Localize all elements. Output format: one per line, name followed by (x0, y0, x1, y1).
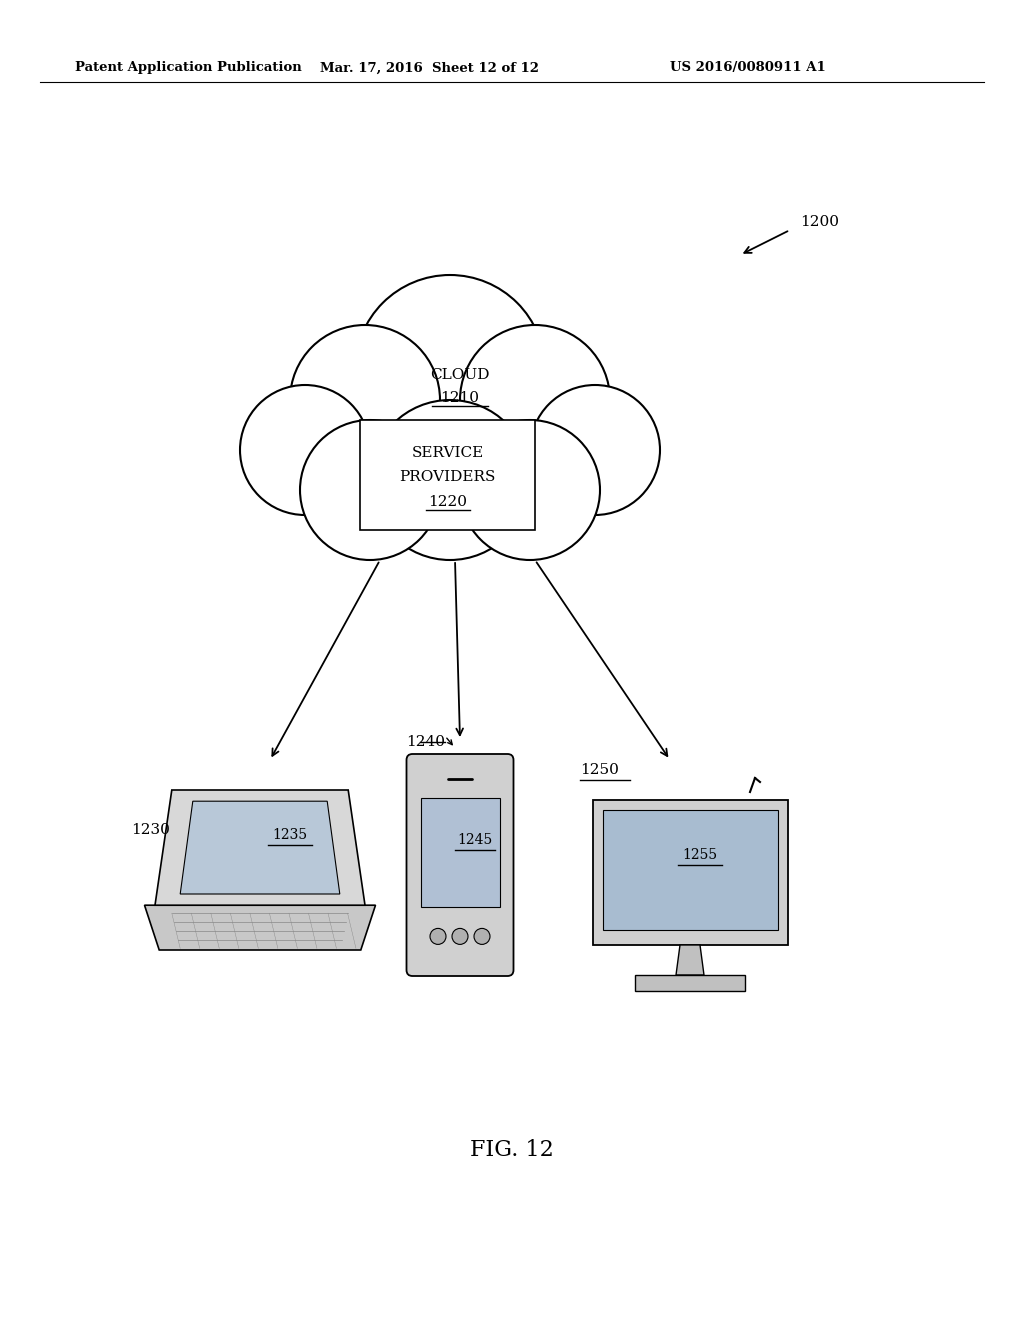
Circle shape (240, 385, 370, 515)
Text: 1200: 1200 (800, 215, 839, 228)
Text: 1220: 1220 (428, 495, 467, 510)
Polygon shape (180, 801, 340, 894)
Polygon shape (144, 906, 376, 950)
Bar (360, 420, 535, 531)
Bar (421, 797, 500, 907)
Circle shape (460, 325, 610, 475)
Text: 1250: 1250 (580, 763, 618, 777)
Text: FIG. 12: FIG. 12 (470, 1139, 554, 1162)
Circle shape (460, 420, 600, 560)
Text: 1235: 1235 (272, 828, 307, 842)
Circle shape (530, 385, 660, 515)
Circle shape (290, 325, 440, 475)
FancyBboxPatch shape (407, 754, 513, 975)
Circle shape (452, 928, 468, 944)
Circle shape (430, 928, 446, 944)
Polygon shape (676, 945, 705, 975)
Text: 1245: 1245 (458, 833, 493, 847)
Circle shape (474, 928, 490, 944)
Text: US 2016/0080911 A1: US 2016/0080911 A1 (670, 62, 825, 74)
Text: 1255: 1255 (682, 847, 718, 862)
Text: Mar. 17, 2016  Sheet 12 of 12: Mar. 17, 2016 Sheet 12 of 12 (321, 62, 540, 74)
Circle shape (355, 275, 545, 465)
Bar (593, 800, 787, 945)
Text: Patent Application Publication: Patent Application Publication (75, 62, 302, 74)
Bar (602, 810, 777, 931)
Circle shape (370, 400, 530, 560)
Text: 1240: 1240 (406, 735, 445, 748)
Polygon shape (155, 789, 365, 906)
Text: 1210: 1210 (440, 391, 479, 405)
Circle shape (300, 420, 440, 560)
Text: PROVIDERS: PROVIDERS (399, 470, 496, 484)
Text: CLOUD: CLOUD (430, 368, 489, 381)
Text: SERVICE: SERVICE (412, 446, 483, 459)
Bar (635, 975, 745, 991)
Text: 1230: 1230 (131, 822, 170, 837)
